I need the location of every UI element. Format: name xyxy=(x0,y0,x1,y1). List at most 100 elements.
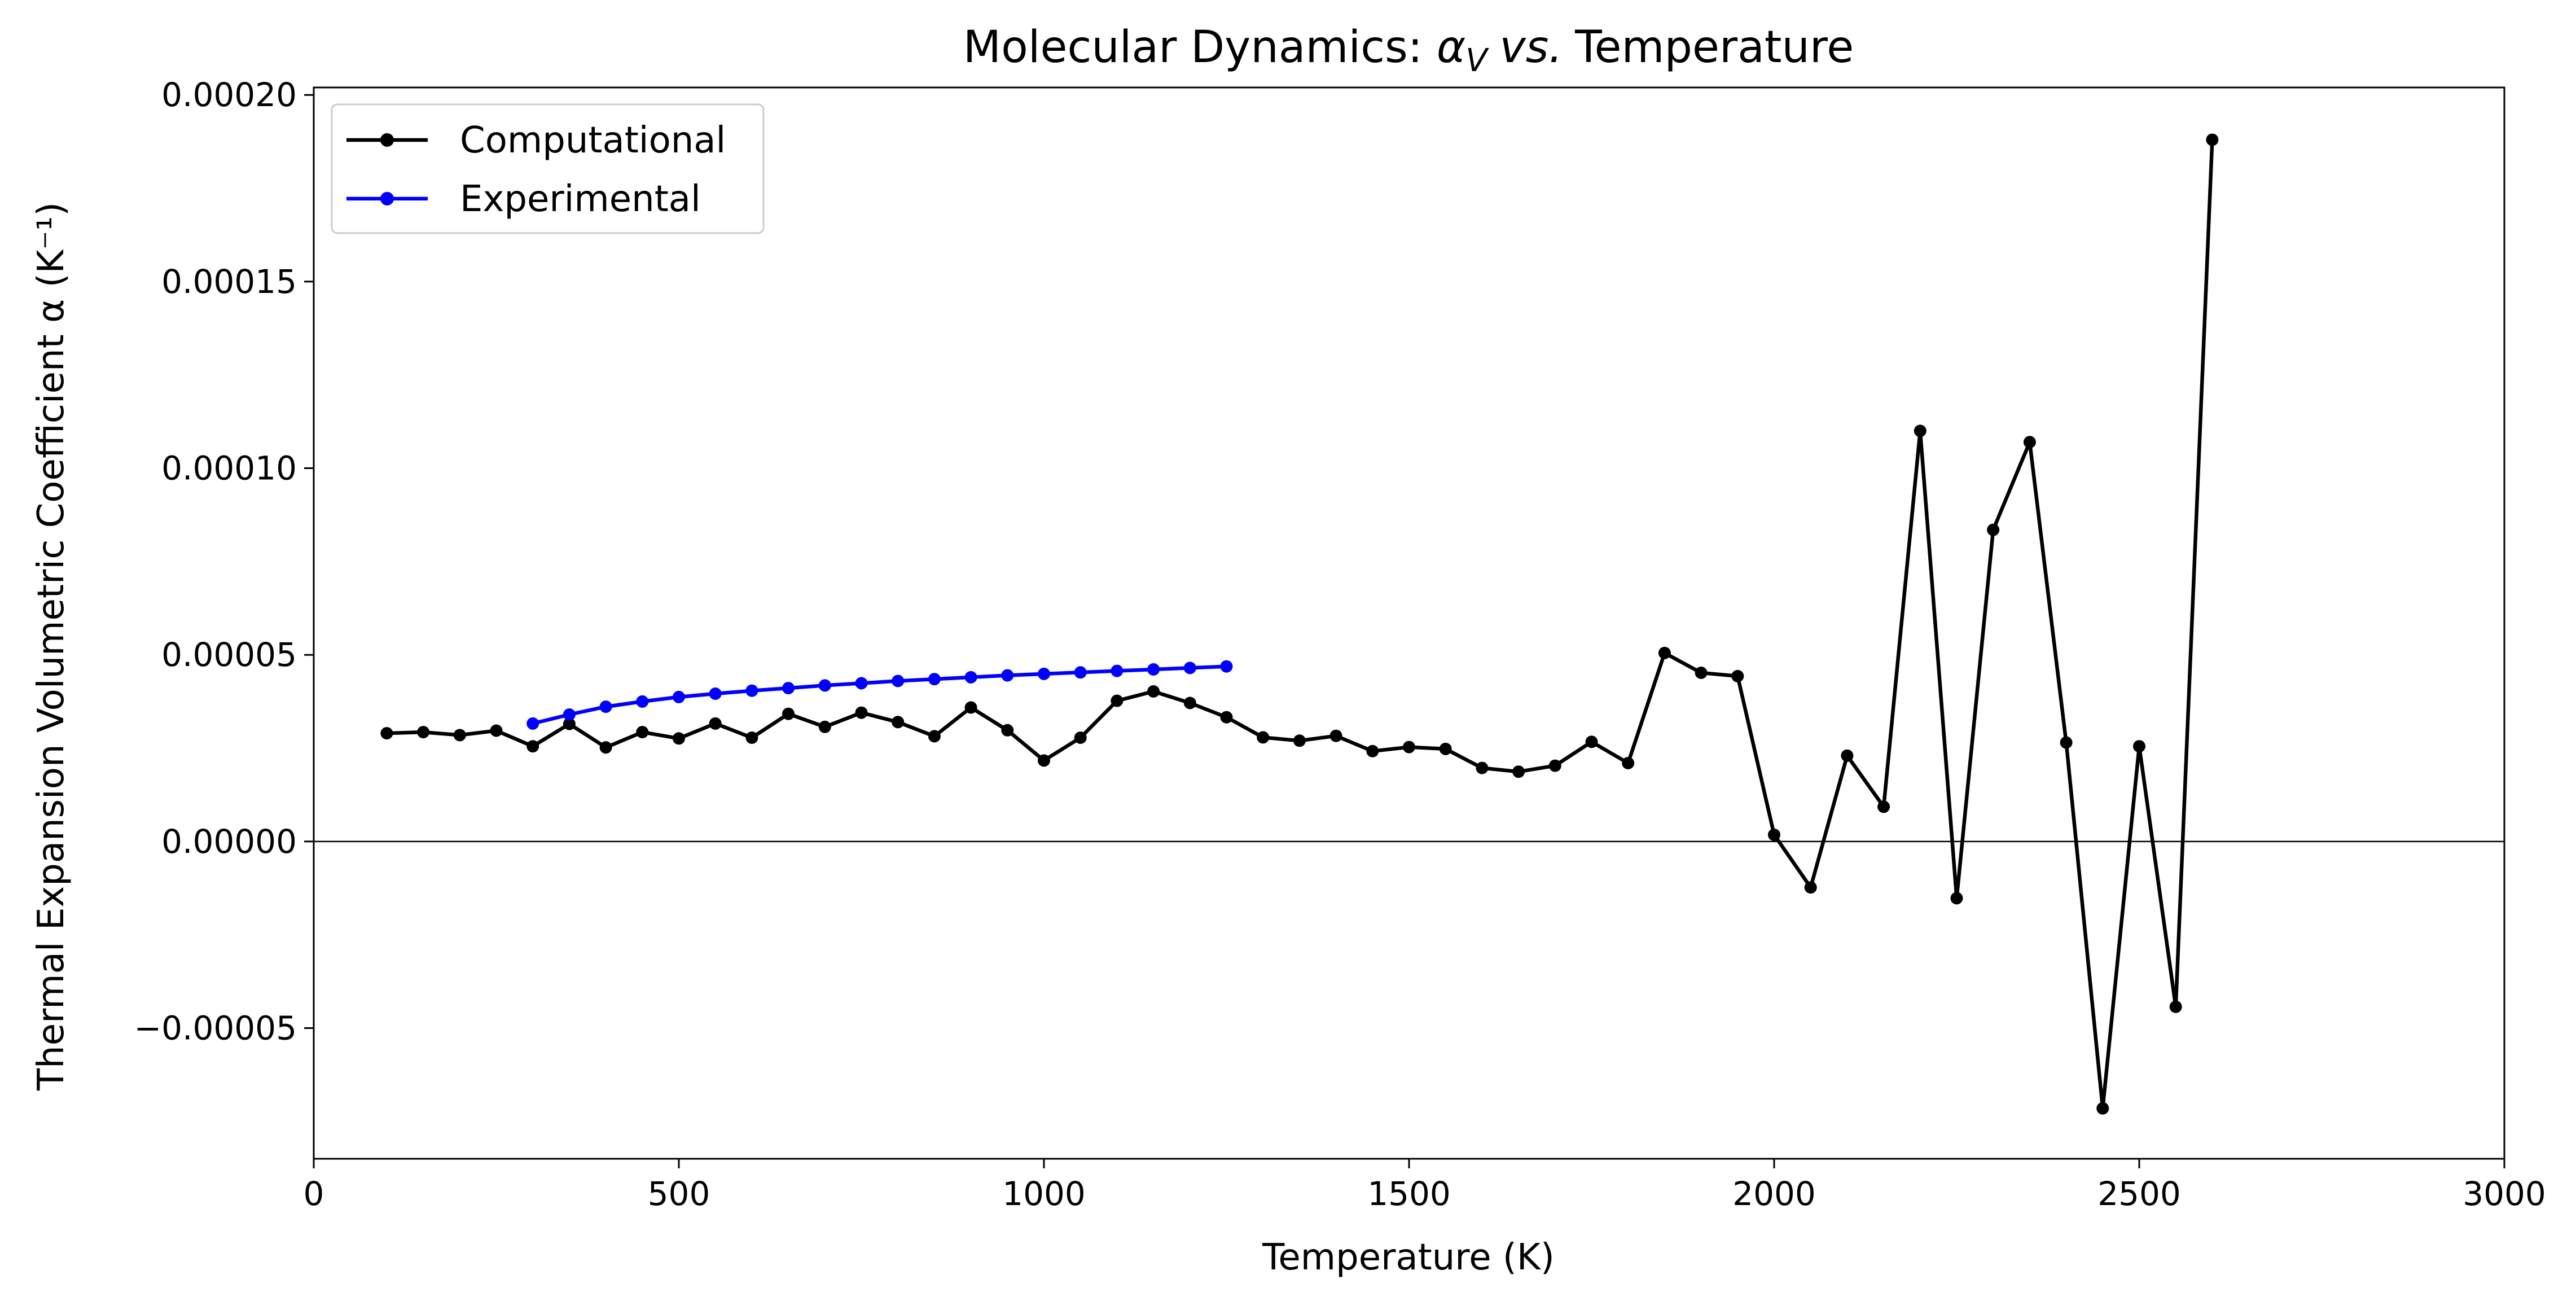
data-point-experimental-1 xyxy=(563,708,576,721)
data-point-computational-35 xyxy=(1658,646,1671,659)
legend-label-experimental: Experimental xyxy=(460,178,701,220)
data-point-computational-12 xyxy=(818,720,831,733)
data-point-computational-8 xyxy=(673,732,685,745)
data-point-computational-43 xyxy=(1950,892,1963,905)
data-point-computational-50 xyxy=(2206,133,2219,146)
data-point-computational-36 xyxy=(1695,667,1708,679)
series-layer xyxy=(380,133,2219,1115)
y-tick-label: −0.00005 xyxy=(134,1009,297,1048)
data-point-experimental-10 xyxy=(892,674,905,687)
y-tick-label: 0.00005 xyxy=(161,636,297,674)
data-point-experimental-8 xyxy=(818,679,831,692)
title-prefix: Molecular Dynamics: xyxy=(963,22,1437,73)
data-point-computational-13 xyxy=(855,706,868,719)
data-point-computational-11 xyxy=(782,707,795,720)
legend: Computational Experimental xyxy=(331,103,765,234)
data-point-computational-19 xyxy=(1074,731,1087,744)
y-tick-label: 0.00010 xyxy=(161,449,297,488)
data-point-computational-33 xyxy=(1585,735,1598,748)
x-tick-label: 500 xyxy=(648,1175,710,1213)
data-point-computational-6 xyxy=(599,741,612,754)
data-point-computational-15 xyxy=(928,730,941,743)
data-point-experimental-13 xyxy=(1001,669,1014,682)
data-point-experimental-19 xyxy=(1220,660,1233,673)
data-point-computational-46 xyxy=(2060,736,2073,749)
data-point-experimental-12 xyxy=(964,671,977,684)
data-point-computational-10 xyxy=(745,731,758,744)
data-point-experimental-7 xyxy=(782,682,795,695)
y-tick-label: 0.00015 xyxy=(161,262,297,301)
data-point-experimental-18 xyxy=(1183,662,1196,674)
data-point-experimental-2 xyxy=(599,700,612,713)
data-point-computational-49 xyxy=(2169,1000,2182,1013)
data-point-computational-29 xyxy=(1439,742,1452,755)
data-point-computational-16 xyxy=(964,701,977,714)
title-alpha-subscript: V xyxy=(1465,42,1489,79)
data-point-computational-34 xyxy=(1622,757,1635,769)
data-point-experimental-9 xyxy=(855,677,868,690)
data-point-computational-48 xyxy=(2133,740,2145,753)
data-point-computational-44 xyxy=(1987,523,2000,536)
data-point-experimental-14 xyxy=(1038,667,1050,680)
data-point-computational-4 xyxy=(526,740,539,753)
data-point-computational-30 xyxy=(1476,761,1489,774)
data-point-computational-42 xyxy=(1914,424,1926,437)
x-tick-label: 2000 xyxy=(1732,1175,1816,1213)
y-axis-label: Thermal Expansion Volumetric Coefficient… xyxy=(30,202,72,1091)
chart-title: Molecular Dynamics: αV vs. Temperature xyxy=(963,22,1854,79)
x-axis-label: Temperature (K) xyxy=(1262,1237,1555,1278)
data-point-computational-22 xyxy=(1183,697,1196,709)
data-point-computational-28 xyxy=(1403,741,1415,754)
data-point-computational-39 xyxy=(1804,881,1817,894)
data-point-computational-17 xyxy=(1001,724,1014,737)
x-tick-label: 3000 xyxy=(2463,1175,2546,1213)
data-point-computational-0 xyxy=(380,727,393,740)
data-point-computational-45 xyxy=(2023,436,2036,449)
data-point-computational-32 xyxy=(1548,759,1561,772)
data-point-computational-14 xyxy=(892,716,905,729)
data-point-computational-24 xyxy=(1257,731,1270,744)
data-point-experimental-16 xyxy=(1111,664,1124,677)
data-point-computational-2 xyxy=(453,729,466,742)
data-point-experimental-11 xyxy=(928,673,941,686)
x-tick-label: 0 xyxy=(304,1175,324,1213)
data-point-computational-26 xyxy=(1329,729,1342,742)
data-point-computational-27 xyxy=(1366,744,1379,757)
data-point-computational-21 xyxy=(1147,685,1160,698)
data-point-computational-9 xyxy=(709,717,722,730)
data-point-computational-23 xyxy=(1220,711,1233,724)
data-point-computational-31 xyxy=(1512,765,1525,778)
y-tick-label: 0.00020 xyxy=(161,76,297,114)
data-point-experimental-4 xyxy=(673,690,685,703)
title-suffix: Temperature xyxy=(1574,22,1854,73)
data-point-experimental-3 xyxy=(636,695,649,708)
data-point-computational-41 xyxy=(1877,800,1890,813)
data-point-experimental-15 xyxy=(1074,666,1087,679)
title-vs: vs. xyxy=(1500,22,1563,73)
series-experimental xyxy=(526,660,1233,730)
data-point-computational-20 xyxy=(1111,694,1124,707)
data-point-experimental-6 xyxy=(745,684,758,697)
data-point-experimental-5 xyxy=(709,687,722,700)
legend-label-computational: Computational xyxy=(460,120,726,161)
data-point-computational-7 xyxy=(636,726,649,739)
legend-box xyxy=(331,103,765,234)
data-point-computational-40 xyxy=(1841,749,1854,762)
data-point-computational-1 xyxy=(417,726,430,739)
data-point-computational-18 xyxy=(1038,754,1050,767)
y-tick-label: 0.00000 xyxy=(161,822,297,861)
x-tick-label: 1000 xyxy=(1002,1175,1086,1213)
data-point-computational-37 xyxy=(1731,669,1744,682)
data-point-computational-3 xyxy=(490,724,503,737)
legend-marker-computational xyxy=(380,133,394,147)
data-point-computational-25 xyxy=(1293,734,1306,747)
data-point-computational-47 xyxy=(2096,1102,2109,1115)
x-tick-label: 1500 xyxy=(1367,1175,1451,1213)
data-point-computational-5 xyxy=(563,717,576,730)
data-point-experimental-17 xyxy=(1147,663,1160,676)
title-alpha: α xyxy=(1437,22,1465,73)
data-point-experimental-0 xyxy=(526,717,539,730)
data-point-computational-38 xyxy=(1768,829,1780,841)
x-tick-label: 2500 xyxy=(2097,1175,2181,1213)
